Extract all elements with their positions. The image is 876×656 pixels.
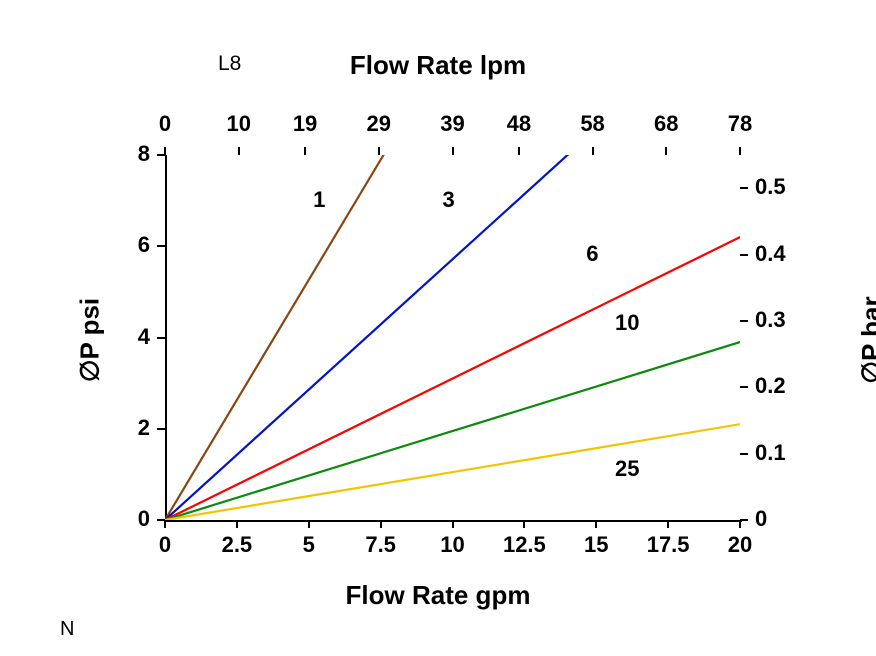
x-bottom-tick-label: 15 <box>566 532 626 558</box>
series-label: 6 <box>586 241 598 267</box>
y-right-tick-label: 0.5 <box>755 174 810 200</box>
x-top-tick-label: 19 <box>277 111 333 137</box>
y-right-tick-mark <box>740 386 748 388</box>
x-bottom-tick-mark <box>308 520 310 528</box>
y-right-tick-mark <box>740 254 748 256</box>
y-right-tick-mark <box>740 320 748 322</box>
x-top-tick-label: 29 <box>351 111 407 137</box>
x-top-tick-label: 68 <box>638 111 694 137</box>
x-top-tick-label: 39 <box>425 111 481 137</box>
x-bottom-tick-label: 12.5 <box>494 532 554 558</box>
series-label: 10 <box>615 310 639 336</box>
y-left-tick-label: 4 <box>110 324 150 350</box>
x-bottom-tick-label: 17.5 <box>638 532 698 558</box>
y-left-tick-label: 6 <box>110 232 150 258</box>
x-bottom-tick-label: 10 <box>423 532 483 558</box>
y-left-tick-mark <box>157 245 165 247</box>
chart-container: Flow Rate lpm Flow Rate gpm ∅P psi ∅P ba… <box>0 0 876 656</box>
y-right-tick-mark <box>740 519 748 521</box>
y-right-tick-label: 0.4 <box>755 241 810 267</box>
x-bottom-tick-mark <box>236 520 238 528</box>
series-line <box>165 209 798 520</box>
x-bottom-tick-mark <box>523 520 525 528</box>
x-bottom-tick-mark <box>380 520 382 528</box>
x-top-tick-mark <box>304 147 306 155</box>
y-right-tick-label: 0 <box>755 506 810 532</box>
x-top-tick-mark <box>592 147 594 155</box>
x-top-tick-mark <box>452 147 454 155</box>
x-bottom-tick-label: 0 <box>135 532 195 558</box>
x-bottom-tick-label: 5 <box>279 532 339 558</box>
y-left-tick-label: 2 <box>110 415 150 441</box>
x-bottom-tick-label: 7.5 <box>351 532 411 558</box>
y-left-tick-mark <box>157 428 165 430</box>
x-bottom-tick-mark <box>452 520 454 528</box>
series-label: 25 <box>615 456 639 482</box>
x-bottom-tick-mark <box>595 520 597 528</box>
y-right-tick-mark <box>740 453 748 455</box>
x-bottom-tick-mark <box>164 520 166 528</box>
x-top-tick-mark <box>238 147 240 155</box>
y-left-tick-mark <box>157 519 165 521</box>
series-line <box>165 415 798 520</box>
x-bottom-tick-mark <box>739 520 741 528</box>
series-label: 1 <box>313 187 325 213</box>
x-bottom-tick-label: 20 <box>710 532 770 558</box>
x-top-tick-mark <box>378 147 380 155</box>
x-top-tick-label: 0 <box>137 111 193 137</box>
x-top-tick-label: 10 <box>211 111 267 137</box>
y-right-tick-label: 0.1 <box>755 440 810 466</box>
series-line <box>165 119 608 521</box>
series-line <box>165 324 798 520</box>
x-bottom-tick-label: 2.5 <box>207 532 267 558</box>
y-left-tick-mark <box>157 154 165 156</box>
y-right-tick-label: 0.3 <box>755 307 810 333</box>
x-top-tick-mark <box>739 147 741 155</box>
y-left-tick-label: 0 <box>110 506 150 532</box>
x-top-tick-mark <box>665 147 667 155</box>
series-label: 3 <box>443 187 455 213</box>
y-left-tick-label: 8 <box>110 141 150 167</box>
y-right-tick-label: 0.2 <box>755 373 810 399</box>
x-top-tick-label: 48 <box>491 111 547 137</box>
x-top-tick-mark <box>518 147 520 155</box>
x-top-tick-label: 78 <box>712 111 768 137</box>
x-top-tick-label: 58 <box>565 111 621 137</box>
y-right-tick-mark <box>740 187 748 189</box>
x-bottom-tick-mark <box>667 520 669 528</box>
y-left-tick-mark <box>157 337 165 339</box>
